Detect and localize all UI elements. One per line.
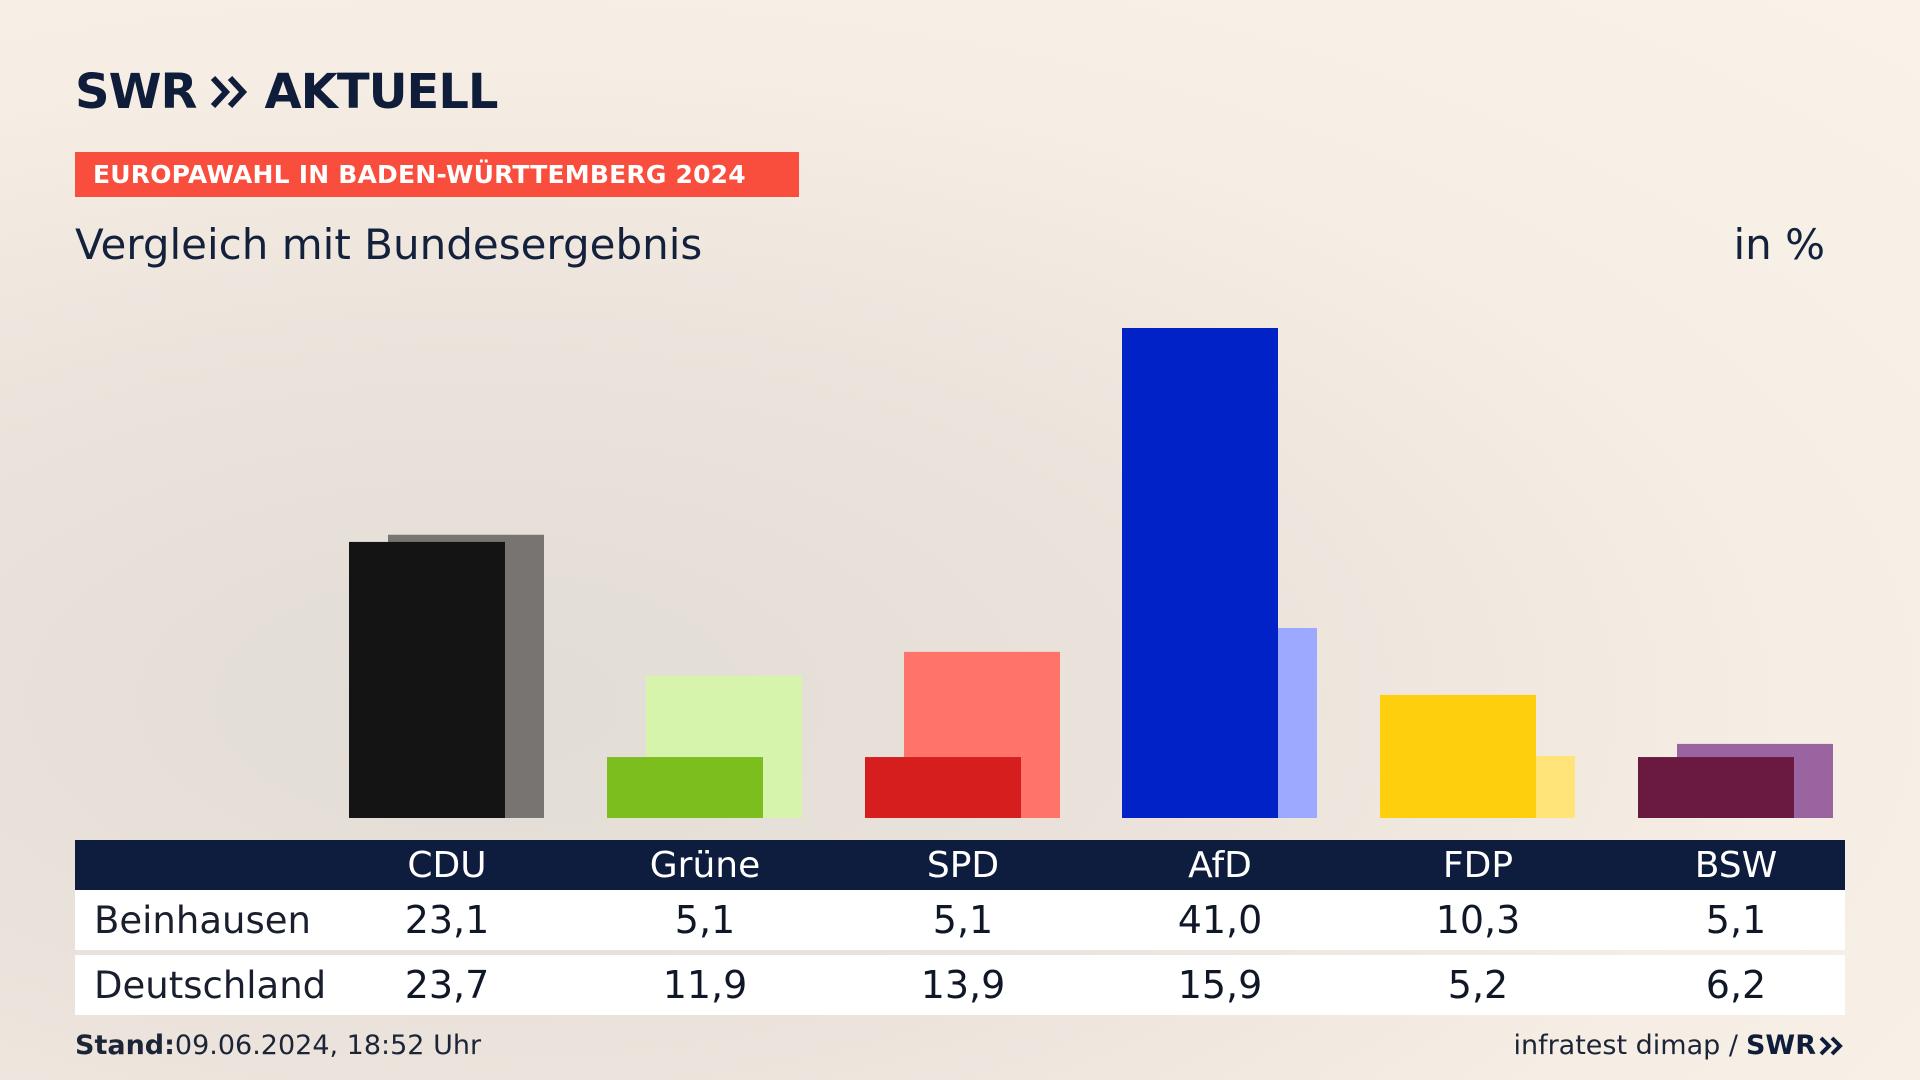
table-cell: 23,7 [404,963,490,1007]
row-label: Deutschland [94,963,327,1007]
election-badge: EUROPAWAHL IN BADEN-WÜRTTEMBERG 2024 [75,152,799,197]
swr-aktuell-logo: SWR AKTUELL [75,64,499,120]
footer-swr-logo: SWR [1746,1030,1845,1061]
source-text: infratest dimap / [1513,1030,1738,1061]
stand-value: 09.06.2024, 18:52 Uhr [174,1030,482,1061]
table-header-cdu: CDU [407,844,487,886]
bar-beinhausen-fdp [1380,694,1536,818]
bar-beinhausen-afd [1122,328,1278,818]
results-table: CDU Grüne SPD AfD FDP BSW Beinhausen 23,1 5,1 5,… [75,840,1845,1015]
unit-label: in % [1733,220,1825,269]
table-cell: 15,9 [1177,963,1263,1007]
table-cell: 23,1 [404,898,490,942]
table-cell: 5,1 [932,898,994,942]
table-header-spd: SPD [926,844,1000,886]
row-label: Beinhausen [94,898,311,942]
timestamp: Stand:09.06.2024, 18:52 Uhr [75,1030,481,1061]
table-cell: 6,2 [1705,963,1767,1007]
table-row: Beinhausen 23,1 5,1 5,1 41,0 10,3 5,1 [75,890,1845,950]
stand-label: Stand: [75,1030,175,1061]
bar-beinhausen-spd [865,757,1021,818]
table-header-grüne: Grüne [649,844,761,886]
bar-beinhausen-bsw [1638,757,1794,818]
table-cell: 5,2 [1447,963,1509,1007]
table-cell: 5,1 [1705,898,1767,942]
logo-aktuell-text: AKTUELL [264,64,498,120]
table-cell: 41,0 [1177,898,1263,942]
table-cell: 5,1 [674,898,736,942]
logo-swr-text: SWR [75,64,197,120]
footer-swr-text: SWR [1745,1030,1816,1061]
table-row: Deutschland 23,7 11,9 13,9 15,9 5,2 6,2 [75,955,1845,1015]
table-cell: 13,9 [920,963,1006,1007]
table-cell: 10,3 [1435,898,1521,942]
bar-beinhausen-cdu [349,541,505,818]
table-header-fdp: FDP [1442,844,1514,886]
table-header-afd: AfD [1188,844,1252,886]
double-chevron-icon [211,75,248,109]
table-header-row: CDU Grüne SPD AfD FDP BSW [75,840,1845,890]
chart-subtitle: Vergleich mit Bundesergebnis [75,220,703,269]
bar-beinhausen-grüne [607,757,763,818]
double-chevron-icon [1819,1036,1843,1055]
table-cell: 11,9 [662,963,748,1007]
table-header-bsw: BSW [1694,844,1778,886]
source-credit: infratest dimap / SWR [1513,1030,1845,1061]
